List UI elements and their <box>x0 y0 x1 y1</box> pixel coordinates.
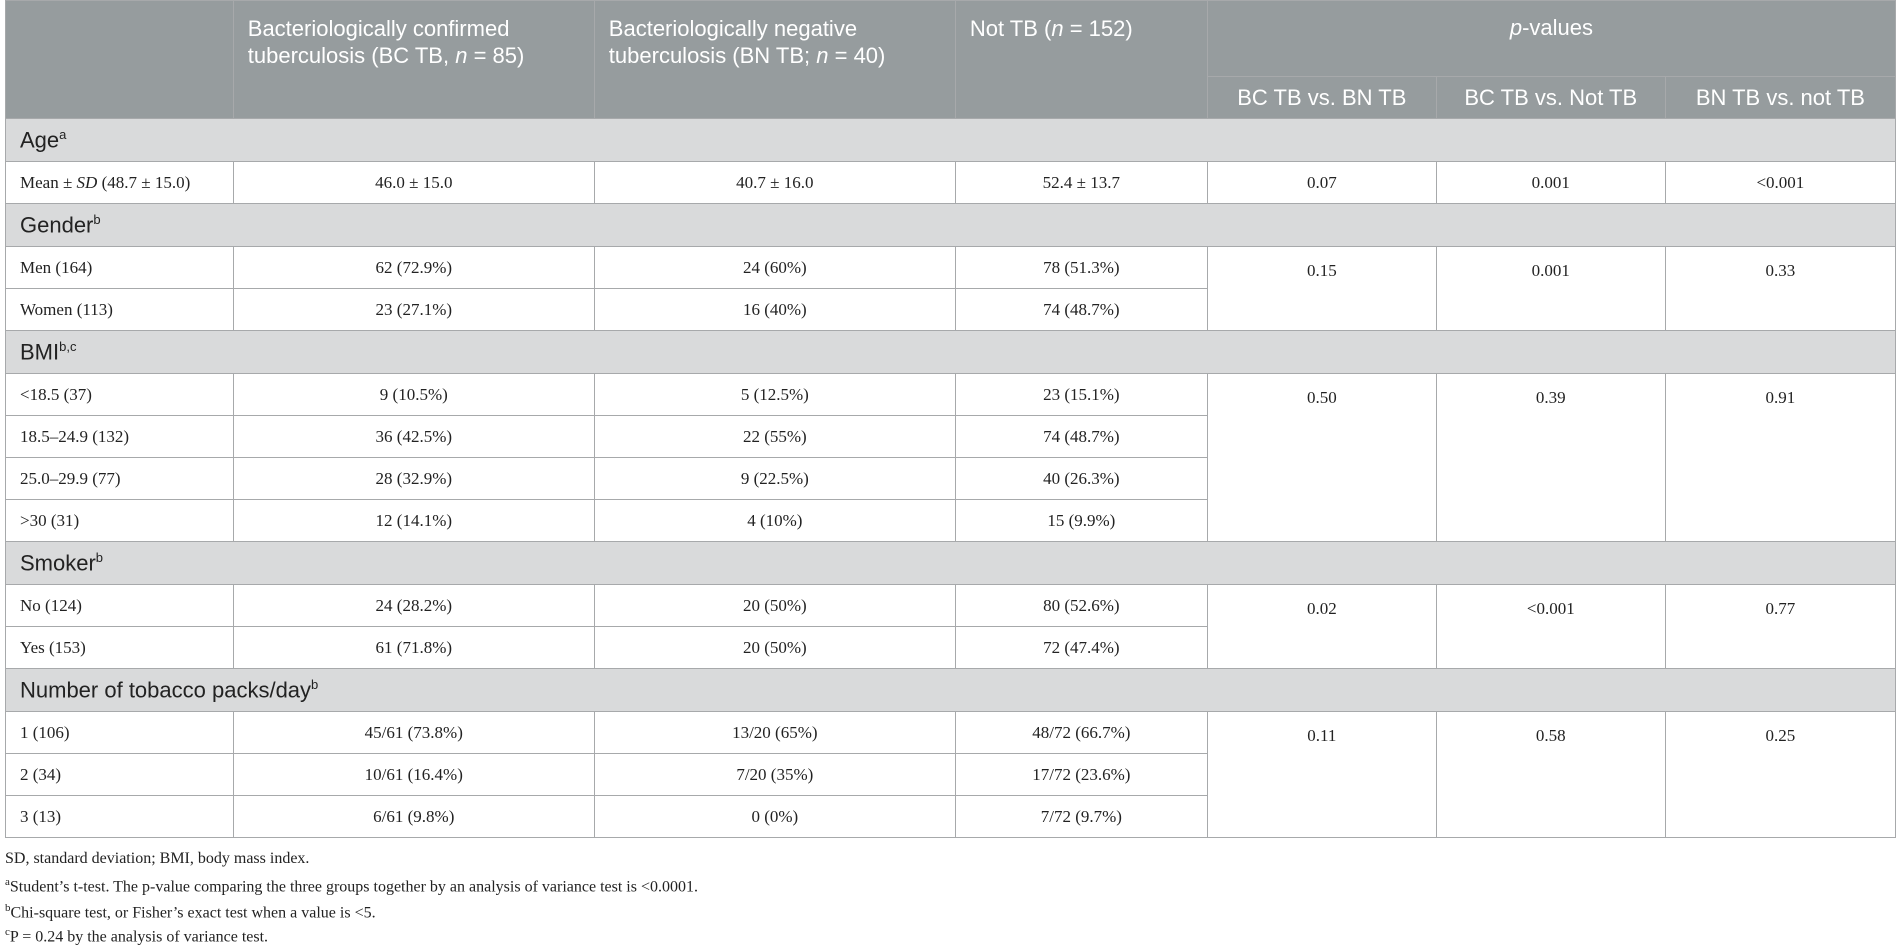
table-row: 3 (13) 6/61 (9.8%) 0 (0%) 7/72 (9.7%) <box>5 795 1896 838</box>
cell-bc: 6/61 (9.8%) <box>232 795 595 838</box>
cell-not-tb: 48/72 (66.7%) <box>954 711 1208 754</box>
cell-bc: 24 (28.2%) <box>232 584 595 627</box>
section-tobacco-packs: Number of tobacco packs/dayb <box>5 668 1896 712</box>
cell-not-tb: 72 (47.4%) <box>954 626 1208 669</box>
footnote-a: aStudent’s t-test. The p-value comparing… <box>5 876 698 896</box>
characteristics-table: Bacteriologically confirmed tuberculosis… <box>5 0 1897 838</box>
section-bmi: BMIb,c <box>5 330 1896 374</box>
footnote-b: bChi-square test, or Fisher’s exact test… <box>5 902 376 922</box>
cell-p2: 0.001 <box>1435 246 1666 331</box>
table-row: No (124) 24 (28.2%) 20 (50%) 80 (52.6%) … <box>5 584 1897 669</box>
cell-not-tb: 23 (15.1%) <box>954 373 1208 416</box>
cell-not-tb: 7/72 (9.7%) <box>954 795 1208 838</box>
row-label: 18.5–24.9 (132) <box>5 415 234 458</box>
cell-p1: 0.02 <box>1206 584 1437 669</box>
cell-p3: 0.77 <box>1664 584 1897 669</box>
footnote-c: cP = 0.24 by the analysis of variance te… <box>5 926 269 946</box>
row-label: Men (164) <box>5 246 234 289</box>
cell-not-tb: 78 (51.3%) <box>954 246 1208 289</box>
cell-bc: 62 (72.9%) <box>232 246 595 289</box>
cell-p3: 0.91 <box>1664 373 1897 542</box>
table-row: 1 (106) 45/61 (73.8%) 13/20 (65%) 48/72 … <box>5 711 1897 838</box>
subheader-bn-vs-not: BN TB vs. not TB <box>1664 76 1897 119</box>
cell-bc: 61 (71.8%) <box>232 626 595 669</box>
cell-bn: 22 (55%) <box>593 415 956 458</box>
cell-bn: 20 (50%) <box>593 626 956 669</box>
cell-p3: 0.33 <box>1664 246 1897 331</box>
header-row: Bacteriologically confirmed tuberculosis… <box>5 0 1897 119</box>
footnote-abbreviations: SD, standard deviation; BMI, body mass i… <box>5 850 310 867</box>
row-label: Women (113) <box>5 288 234 331</box>
cell-bn: 24 (60%) <box>593 246 956 289</box>
section-age: Agea <box>5 118 1896 162</box>
cell-p2: 0.58 <box>1435 711 1666 838</box>
cell-bc: 46.0 ± 15.0 <box>232 161 595 204</box>
cell-bn: 0 (0%) <box>593 795 956 838</box>
cell-not-tb: 80 (52.6%) <box>954 584 1208 627</box>
cell-bc: 12 (14.1%) <box>232 499 595 542</box>
cell-bn: 16 (40%) <box>593 288 956 331</box>
row-label: <18.5 (37) <box>5 373 234 416</box>
header-bn-tb: Bacteriologically negative tuberculosis … <box>593 0 956 119</box>
cell-bn: 4 (10%) <box>593 499 956 542</box>
subheader-bc-vs-not: BC TB vs. Not TB <box>1435 76 1666 119</box>
cell-not-tb: 17/72 (23.6%) <box>954 753 1208 796</box>
subheader-bc-vs-bn: BC TB vs. BN TB <box>1206 76 1437 119</box>
subheader-row: BC TB vs. BN TB BC TB vs. Not TB BN TB v… <box>6 76 1897 119</box>
cell-p1: 0.07 <box>1206 161 1437 204</box>
cell-p2: <0.001 <box>1435 584 1666 669</box>
cell-bn: 20 (50%) <box>593 584 956 627</box>
row-label: >30 (31) <box>5 499 234 542</box>
cell-not-tb: 74 (48.7%) <box>954 288 1208 331</box>
row-label: 25.0–29.9 (77) <box>5 457 234 500</box>
cell-bn: 7/20 (35%) <box>593 753 956 796</box>
table-container: Bacteriologically confirmed tuberculosis… <box>5 0 1897 838</box>
cell-bc: 45/61 (73.8%) <box>232 711 595 754</box>
table-row: <18.5 (37) 9 (10.5%) 5 (12.5%) 23 (15.1%… <box>5 373 1897 542</box>
header-blank <box>5 0 234 119</box>
cell-bn: 9 (22.5%) <box>593 457 956 500</box>
cell-bc: 10/61 (16.4%) <box>232 753 595 796</box>
table-row: 18.5–24.9 (132) 36 (42.5%) 22 (55%) 74 (… <box>5 415 1896 458</box>
cell-bn: 40.7 ± 16.0 <box>593 161 956 204</box>
row-label: 2 (34) <box>5 753 234 796</box>
table-row: Mean ± SD (48.7 ± 15.0) 46.0 ± 15.0 40.7… <box>5 161 1897 204</box>
cell-not-tb: 40 (26.3%) <box>954 457 1208 500</box>
table-row: >30 (31) 12 (14.1%) 4 (10%) 15 (9.9%) <box>5 499 1896 542</box>
header-not-tb: Not TB (n = 152) <box>954 0 1208 119</box>
cell-p2: 0.001 <box>1435 161 1666 204</box>
row-label: 1 (106) <box>5 711 234 754</box>
cell-not-tb: 15 (9.9%) <box>954 499 1208 542</box>
table-row: 2 (34) 10/61 (16.4%) 7/20 (35%) 17/72 (2… <box>5 753 1896 796</box>
cell-p1: 0.50 <box>1206 373 1437 542</box>
cell-p1: 0.11 <box>1206 711 1437 838</box>
row-label: Yes (153) <box>5 626 234 669</box>
cell-bc: 23 (27.1%) <box>232 288 595 331</box>
table-row: Men (164) 62 (72.9%) 24 (60%) 78 (51.3%)… <box>5 246 1897 331</box>
cell-p3: <0.001 <box>1664 161 1897 204</box>
cell-bc: 28 (32.9%) <box>232 457 595 500</box>
header-p-values: p-values <box>1206 0 1897 77</box>
cell-p2: 0.39 <box>1435 373 1666 542</box>
row-label: Mean ± SD (48.7 ± 15.0) <box>5 161 234 204</box>
cell-not-tb: 52.4 ± 13.7 <box>954 161 1208 204</box>
section-smoker: Smokerb <box>5 541 1896 585</box>
row-label: 3 (13) <box>5 795 234 838</box>
table-row: Yes (153) 61 (71.8%) 20 (50%) 72 (47.4%) <box>5 626 1896 669</box>
cell-p1: 0.15 <box>1206 246 1437 331</box>
section-gender: Genderb <box>5 203 1896 247</box>
header-bc-tb: Bacteriologically confirmed tuberculosis… <box>232 0 595 119</box>
cell-bn: 5 (12.5%) <box>593 373 956 416</box>
cell-p3: 0.25 <box>1664 711 1897 838</box>
table-row: 25.0–29.9 (77) 28 (32.9%) 9 (22.5%) 40 (… <box>5 457 1896 500</box>
row-label: No (124) <box>5 584 234 627</box>
cell-bn: 13/20 (65%) <box>593 711 956 754</box>
cell-not-tb: 74 (48.7%) <box>954 415 1208 458</box>
cell-bc: 36 (42.5%) <box>232 415 595 458</box>
cell-bc: 9 (10.5%) <box>232 373 595 416</box>
